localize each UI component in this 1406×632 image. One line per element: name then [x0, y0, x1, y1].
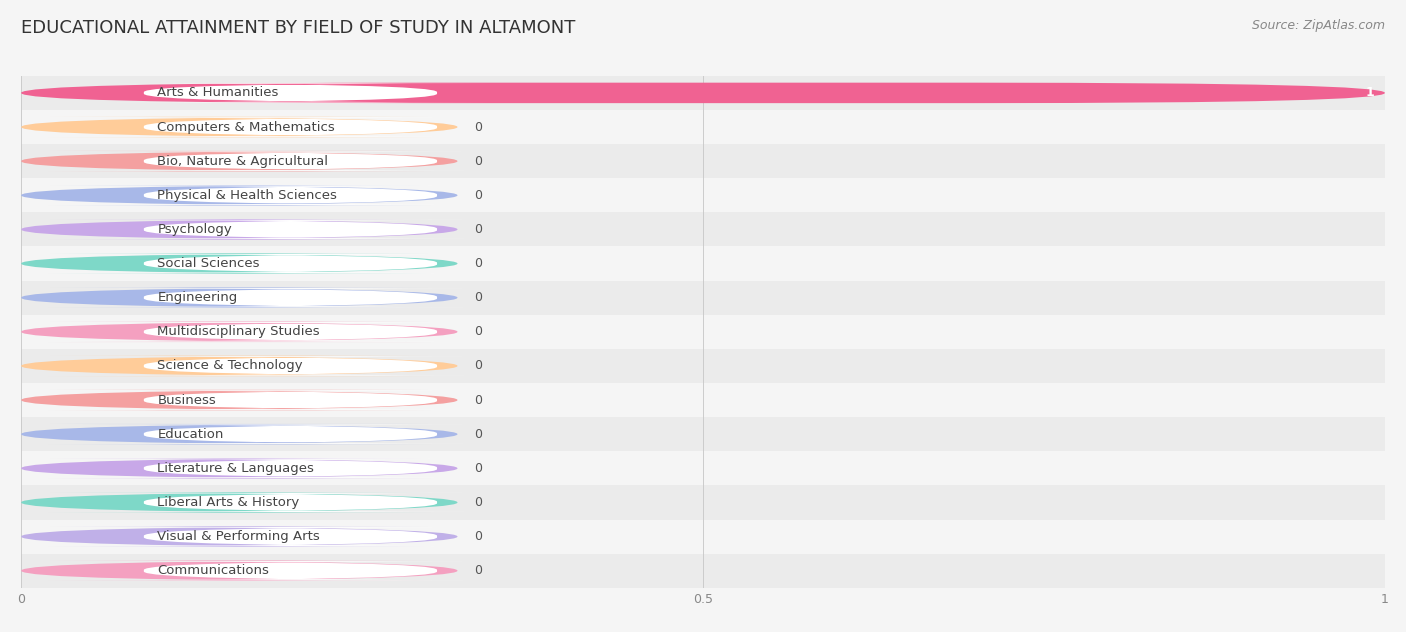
FancyBboxPatch shape [90, 152, 492, 171]
FancyBboxPatch shape [21, 554, 1385, 588]
Text: 0: 0 [474, 394, 482, 406]
Text: 0: 0 [474, 325, 482, 338]
Text: Bio, Nature & Agricultural: Bio, Nature & Agricultural [157, 155, 329, 167]
Text: Education: Education [157, 428, 224, 441]
Text: 0: 0 [474, 189, 482, 202]
Text: 0: 0 [474, 155, 482, 167]
FancyBboxPatch shape [21, 144, 1385, 178]
FancyBboxPatch shape [21, 83, 1385, 103]
FancyBboxPatch shape [21, 151, 457, 171]
Text: Business: Business [157, 394, 217, 406]
Text: Engineering: Engineering [157, 291, 238, 304]
FancyBboxPatch shape [90, 83, 492, 102]
Text: EDUCATIONAL ATTAINMENT BY FIELD OF STUDY IN ALTAMONT: EDUCATIONAL ATTAINMENT BY FIELD OF STUDY… [21, 19, 575, 37]
Text: Computers & Mathematics: Computers & Mathematics [157, 121, 335, 133]
FancyBboxPatch shape [90, 493, 492, 512]
Text: Visual & Performing Arts: Visual & Performing Arts [157, 530, 321, 543]
FancyBboxPatch shape [21, 561, 457, 581]
Text: Psychology: Psychology [157, 223, 232, 236]
FancyBboxPatch shape [90, 288, 492, 307]
FancyBboxPatch shape [90, 391, 492, 410]
FancyBboxPatch shape [21, 219, 457, 240]
FancyBboxPatch shape [90, 356, 492, 375]
FancyBboxPatch shape [90, 527, 492, 546]
FancyBboxPatch shape [21, 322, 457, 342]
Text: 0: 0 [474, 360, 482, 372]
FancyBboxPatch shape [21, 458, 457, 478]
FancyBboxPatch shape [21, 110, 1385, 144]
Text: 0: 0 [474, 121, 482, 133]
FancyBboxPatch shape [21, 485, 1385, 520]
Text: Social Sciences: Social Sciences [157, 257, 260, 270]
FancyBboxPatch shape [21, 212, 1385, 246]
FancyBboxPatch shape [21, 356, 457, 376]
FancyBboxPatch shape [21, 253, 457, 274]
FancyBboxPatch shape [21, 417, 1385, 451]
Text: Liberal Arts & History: Liberal Arts & History [157, 496, 299, 509]
FancyBboxPatch shape [21, 492, 457, 513]
FancyBboxPatch shape [21, 526, 457, 547]
Text: Arts & Humanities: Arts & Humanities [157, 87, 278, 99]
Text: 0: 0 [474, 496, 482, 509]
Text: Source: ZipAtlas.com: Source: ZipAtlas.com [1251, 19, 1385, 32]
FancyBboxPatch shape [21, 288, 457, 308]
FancyBboxPatch shape [21, 383, 1385, 417]
FancyBboxPatch shape [21, 424, 457, 444]
FancyBboxPatch shape [90, 186, 492, 205]
FancyBboxPatch shape [90, 118, 492, 137]
FancyBboxPatch shape [21, 281, 1385, 315]
FancyBboxPatch shape [90, 220, 492, 239]
FancyBboxPatch shape [21, 246, 1385, 281]
Text: Multidisciplinary Studies: Multidisciplinary Studies [157, 325, 321, 338]
Text: 0: 0 [474, 223, 482, 236]
FancyBboxPatch shape [21, 520, 1385, 554]
FancyBboxPatch shape [21, 117, 457, 137]
Text: 1: 1 [1365, 87, 1374, 99]
Text: 0: 0 [474, 530, 482, 543]
FancyBboxPatch shape [90, 322, 492, 341]
Text: 0: 0 [474, 428, 482, 441]
Text: Literature & Languages: Literature & Languages [157, 462, 315, 475]
FancyBboxPatch shape [21, 315, 1385, 349]
FancyBboxPatch shape [21, 349, 1385, 383]
FancyBboxPatch shape [90, 459, 492, 478]
FancyBboxPatch shape [21, 76, 1385, 110]
FancyBboxPatch shape [21, 451, 1385, 485]
Text: Science & Technology: Science & Technology [157, 360, 304, 372]
Text: Communications: Communications [157, 564, 270, 577]
Text: 0: 0 [474, 564, 482, 577]
FancyBboxPatch shape [90, 254, 492, 273]
Text: 0: 0 [474, 291, 482, 304]
FancyBboxPatch shape [90, 425, 492, 444]
FancyBboxPatch shape [90, 561, 492, 580]
FancyBboxPatch shape [21, 390, 457, 410]
Text: 0: 0 [474, 257, 482, 270]
FancyBboxPatch shape [21, 178, 1385, 212]
FancyBboxPatch shape [21, 185, 457, 205]
Text: 0: 0 [474, 462, 482, 475]
Text: Physical & Health Sciences: Physical & Health Sciences [157, 189, 337, 202]
